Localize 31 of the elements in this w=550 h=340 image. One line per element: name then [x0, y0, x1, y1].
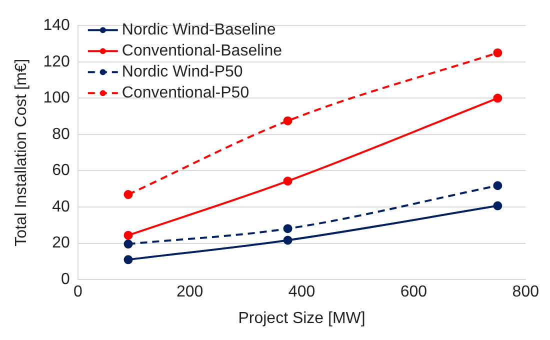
point — [493, 201, 502, 210]
legend-label: Conventional-P50 — [122, 84, 250, 102]
x-axis-title: Project Size [MW] — [238, 310, 366, 327]
point — [124, 255, 133, 264]
point — [493, 181, 502, 190]
y-tick-label: 80 — [52, 126, 70, 143]
point — [283, 224, 292, 234]
x-tick-label: 0 — [73, 284, 82, 301]
point — [493, 48, 502, 58]
point — [124, 190, 133, 200]
y-tick-label: 100 — [43, 90, 70, 107]
point — [283, 236, 292, 245]
legend-label: Nordic Wind-P50 — [122, 64, 243, 81]
x-tick-label: 200 — [176, 284, 204, 301]
point — [124, 230, 133, 240]
x-tick-label: 800 — [512, 284, 540, 301]
point — [124, 240, 133, 249]
y-tick-label: 0 — [60, 271, 70, 288]
legend-label: Nordic Wind-Baseline — [122, 22, 276, 39]
y-tick-label: 20 — [52, 234, 70, 252]
x-tick-label: 400 — [288, 284, 316, 301]
y-tick-label: 120 — [43, 53, 70, 70]
y-tick-label: 40 — [52, 198, 70, 216]
y-tick-label: 140 — [43, 17, 70, 34]
y-axis-title: Total Installation Cost [m€] — [13, 58, 30, 246]
point — [493, 94, 502, 103]
legend-label: Conventional-Baseline — [122, 42, 282, 60]
point — [283, 176, 292, 186]
point — [283, 116, 292, 126]
x-tick-label: 600 — [400, 284, 428, 301]
y-tick-label: 60 — [52, 162, 70, 180]
